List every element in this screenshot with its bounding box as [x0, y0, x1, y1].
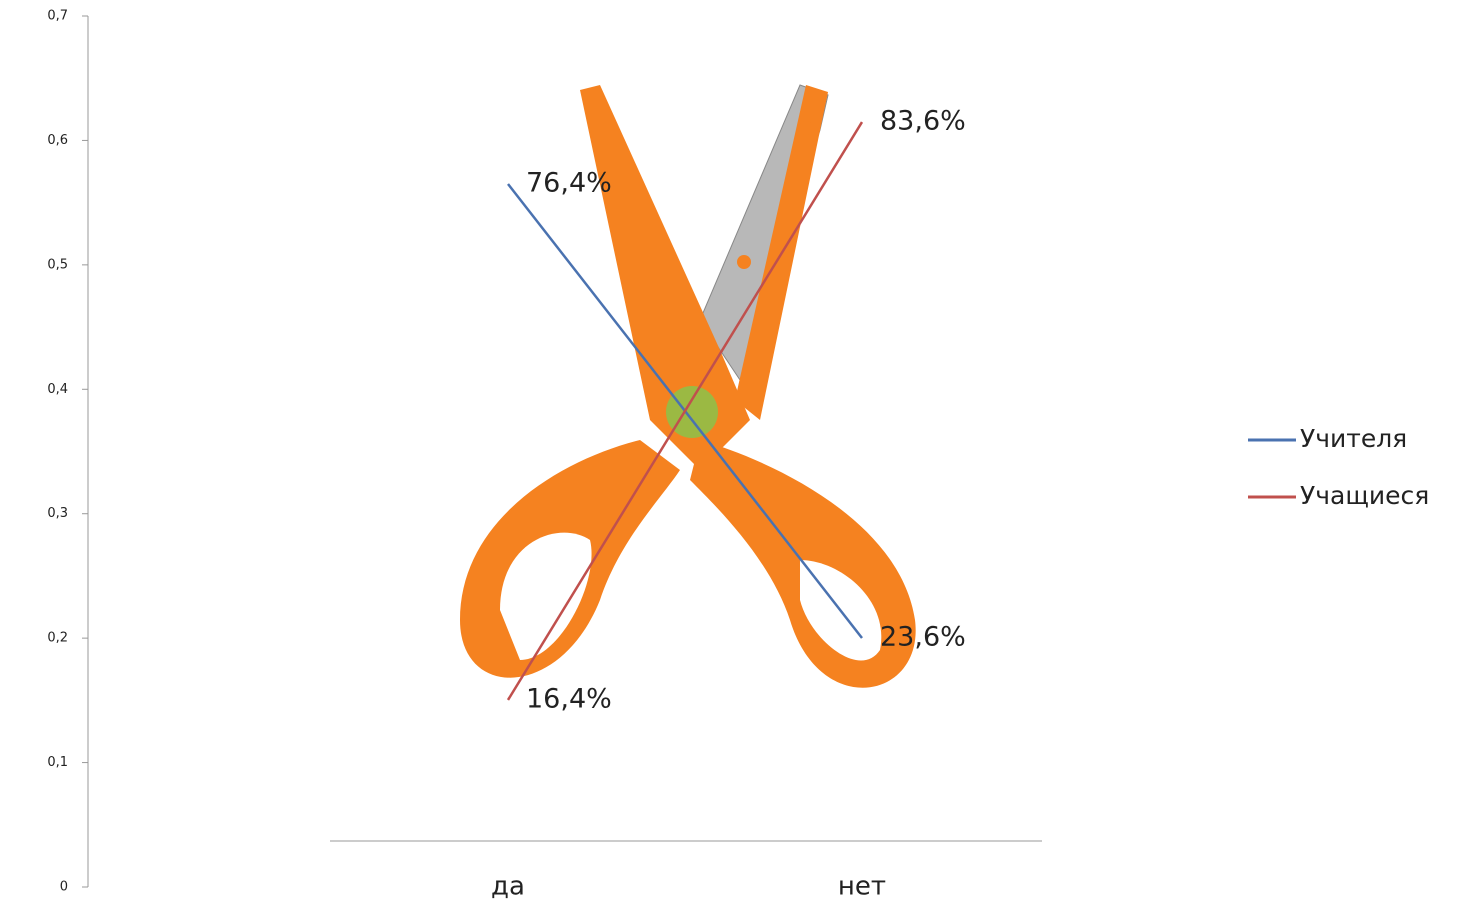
x-tick-label: нет — [838, 872, 886, 902]
y-tick-label: 0,2 — [47, 631, 68, 646]
data-label: 76,4% — [526, 167, 612, 198]
legend-label: Учащиеся — [1300, 481, 1429, 510]
data-label: 16,4% — [526, 683, 612, 714]
data-label: 23,6% — [880, 622, 966, 653]
y-tick-label: 0 — [60, 880, 68, 895]
y-tick-label: 0,3 — [47, 506, 68, 521]
x-tick-label: да — [491, 872, 525, 902]
y-tick-label: 0,4 — [47, 382, 68, 397]
chart: 0 0,1 0,2 0,3 0,4 0,5 0,6 0,7 да нет 76,4% 23,6% Учи… — [0, 0, 1460, 904]
y-tick-label: 0,5 — [47, 257, 68, 272]
legend-label: Учителя — [1300, 424, 1407, 453]
y-tick-label: 0,7 — [47, 9, 68, 24]
y-tick-label: 0,6 — [47, 133, 68, 148]
y-tick-label: 0,1 — [47, 755, 68, 770]
data-label: 83,6% — [880, 106, 966, 137]
